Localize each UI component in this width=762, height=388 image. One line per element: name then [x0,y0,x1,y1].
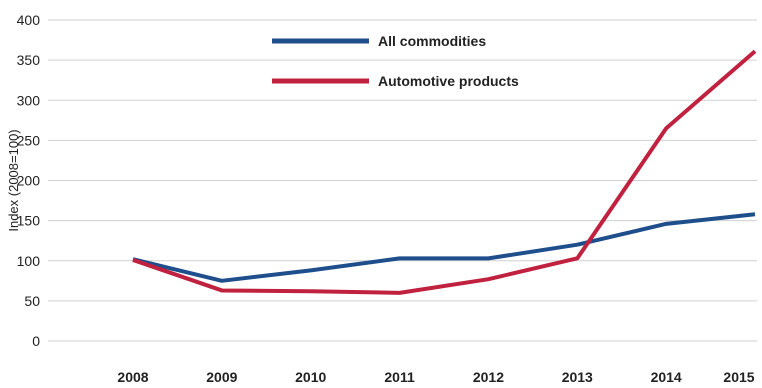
x-tick-label: 2012 [473,369,504,385]
gridlines [48,19,757,342]
y-tick-label: 100 [17,253,41,269]
legend-label-all-commodities: All commodities [378,33,486,49]
legend-label-automotive-products: Automotive products [378,73,519,89]
legend: All commodities Automotive products [272,33,519,89]
series-line-automotive-products [132,49,757,295]
x-tick-label: 2010 [295,369,326,385]
x-tick-label: 2011 [384,369,415,385]
y-axis-title: Index (2008=100) [6,129,21,231]
series-lines [132,49,757,295]
y-tick-label: 350 [17,52,41,68]
y-tick-label: 50 [24,293,40,309]
y-tick-label: 250 [17,132,41,148]
x-tick-label: 2015 [723,369,754,385]
x-tick-label: 2008 [117,369,148,385]
series-line-all-commodities [132,212,756,283]
y-tick-label: 150 [17,213,41,229]
y-tick-labels: 0 50 100 150 200 250 300 350 400 [17,12,41,349]
x-tick-label: 2013 [562,369,593,385]
y-tick-label: 0 [32,333,40,349]
x-tick-label: 2014 [651,369,682,385]
x-tick-labels: 2008 2009 2010 2011 2012 2013 2014 2015 [117,369,754,385]
y-tick-label: 200 [17,173,41,189]
x-tick-label: 2009 [206,369,237,385]
y-tick-label: 400 [17,12,41,28]
y-tick-label: 300 [17,92,41,108]
